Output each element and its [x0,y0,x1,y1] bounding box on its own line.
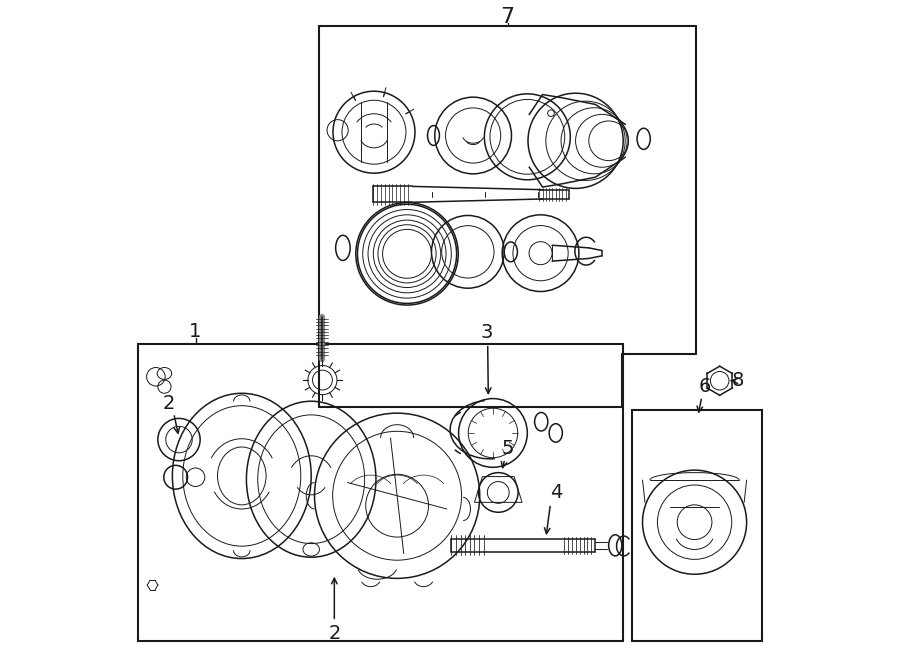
Text: 7: 7 [500,7,515,26]
Text: 2: 2 [328,624,340,642]
Text: 1: 1 [189,323,202,341]
Text: 2: 2 [162,394,175,412]
Text: 5: 5 [501,439,514,457]
Text: 4: 4 [550,483,562,502]
Text: 3: 3 [481,323,493,342]
Bar [138,344,623,641]
Bar [632,410,762,641]
Text: 6: 6 [698,377,711,396]
Text: 8: 8 [732,371,743,390]
